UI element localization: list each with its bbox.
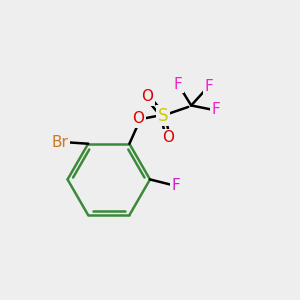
Text: O: O: [162, 130, 174, 146]
Text: F: F: [205, 79, 213, 94]
Text: O: O: [132, 111, 144, 126]
Text: F: F: [172, 178, 180, 194]
Text: S: S: [158, 107, 169, 125]
Text: Br: Br: [52, 135, 69, 150]
Text: F: F: [174, 77, 182, 92]
Text: O: O: [141, 89, 153, 104]
Text: F: F: [212, 102, 220, 117]
